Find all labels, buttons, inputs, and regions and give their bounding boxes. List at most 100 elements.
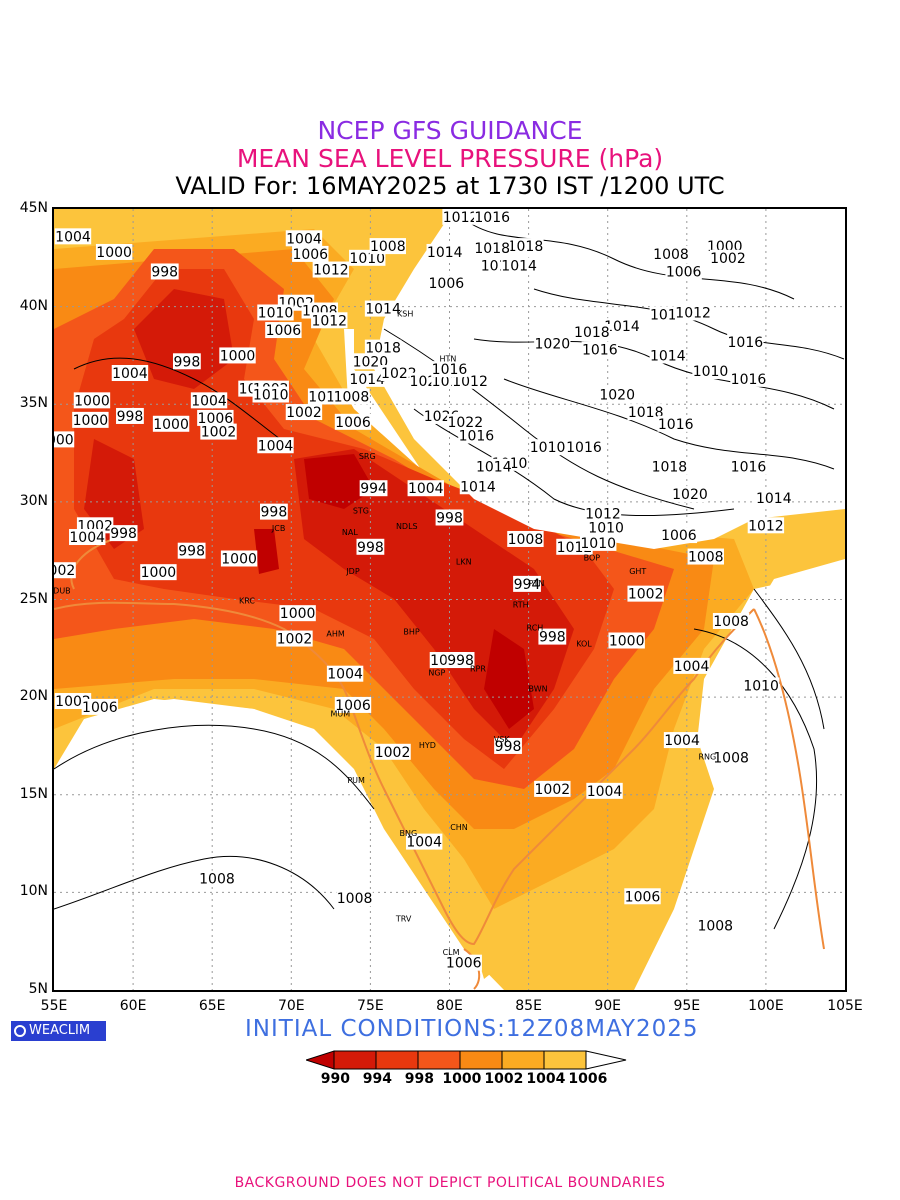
contour-label: 1018 [507,238,544,255]
contour-label-text: 1016 [658,417,694,433]
city-label: AHM [326,630,344,639]
contour-label-text: 1004 [406,835,442,851]
contour-label: 1006 [624,888,661,905]
contour-label-text: 1006 [429,276,465,292]
contour-label-bg [352,353,389,370]
contour-label: 998 [494,737,522,755]
contour-label: 1014 [364,300,402,318]
contour-label: 1020 [598,386,636,403]
contour-label-bg [494,737,522,754]
city-label: KSH [397,309,413,318]
contour-label-bg [333,388,370,405]
lon-tick-label: 80E [436,998,463,1014]
contour-label-text: 998 [261,505,288,521]
contour-label: 1012 [747,517,785,534]
contour-label-text: 1020 [535,337,571,353]
contour-label: 1016 [431,361,468,378]
city-label: LKN [456,557,472,566]
contour-label-text: 998 [178,544,205,560]
city-label: RTH [513,600,529,609]
contour-label: 1010 [529,439,566,456]
contour-label-bg [435,509,464,526]
contour-label: 1012 [674,304,712,321]
contour-label: 1008 [697,917,734,935]
contour-label-text: 1012 [311,313,347,329]
contour-label-bg [285,230,323,247]
contour-label-text: 1012 [748,518,784,534]
lat-tick-label: 25N [19,590,48,607]
chart-title-line2: MEAN SEA LEVEL PRESSURE (hPa) [236,144,664,173]
contour-label-text: 1004 [408,481,444,497]
contour-label-bg [407,480,444,497]
contour-label: 1008 [198,870,236,888]
contour-label-text: 1002 [535,782,571,798]
footer-disclaimer: BACKGROUND DOES NOT DEPICT POLITICAL BOU… [234,1175,666,1191]
contour-label-text: 1008 [337,891,373,907]
contour-label-bg [364,300,402,317]
contour-label-bg [730,370,767,387]
city-label: KRC [239,596,255,605]
contour-label: 1014 [349,370,386,388]
lat-tick-label: 40N [19,297,48,314]
contour-label: 1004 [663,732,701,749]
contour-label-bg [534,780,571,797]
city-label: DUB [54,587,71,596]
contour-label-text: 1010 [743,678,779,694]
contour-label: 1016 [474,209,511,226]
contour-label-bg [513,575,541,592]
pressure-map: 1012 1016 1004 1000 1004 1006 1010 1008 1014 1018… [52,207,847,992]
contour-label-bg [359,480,388,497]
contour-label-bg [447,413,484,430]
contour-label: 1000 [72,411,109,429]
contour-label-text: 1000 [609,634,645,650]
contour-label: 1014 [426,243,463,261]
contour-label: 1000 [219,347,256,364]
contour-label-bg [326,665,364,682]
contour-label-text: 1018 [574,325,610,341]
contour-label-bg [356,538,385,555]
contour-label: 1004 [407,480,444,497]
contour-label-bg [573,324,611,341]
contour-label-bg [152,415,190,432]
contour-label-bg [334,413,372,430]
contour-label: 998 [172,353,201,370]
contour-label-text: 998 [110,526,137,542]
contour-label-text: 1018 [628,405,664,421]
contour-label-text: 1016 [566,440,602,456]
contour-label-bg [111,365,149,382]
contour-label: 1016 [581,341,618,359]
contour-label-text: 1008 [688,550,724,566]
contour-label-text: 1020 [672,487,708,503]
contour-label: 998 [177,542,206,560]
contour-label-text: 1018 [508,239,544,255]
contour-label-bg [529,439,566,456]
contour-label: 1008 [507,530,544,548]
contour-label: 1006 [428,275,465,292]
contour-label: 1016 [727,333,764,351]
contour-label: 998 [356,538,385,556]
legend-low-arrow [306,1050,335,1070]
contour-label-text: 1018 [652,460,688,476]
contour-label-bg [364,339,402,356]
isobar-lines [54,218,845,930]
contour-label-text: 1006 [446,956,482,972]
contour-label-text: 1004 [674,659,710,675]
contour-label: 1016 [657,415,694,433]
contour-label: 1004 [257,437,294,454]
contour-label-text: 1004 [191,393,227,409]
contour-label: 1008 [336,890,373,907]
contour-label-bg [279,605,316,622]
contour-label-text: 1012 [452,374,488,390]
contour-label: 1004 [586,782,623,800]
contour-label: 1014 [603,318,641,335]
contour-label-text: 1008 [713,614,749,630]
contour-label: 1006 [334,696,372,714]
city-label: JCB [271,524,285,533]
contour-label: 1004 [285,230,323,247]
contour-label: 1014 [755,489,793,507]
contour-label-bg [150,263,179,280]
contour-label: 1008 [712,612,750,630]
contour-label: 1004 [673,657,710,675]
contour-label-bg [54,431,75,448]
legend-swatch [417,1050,461,1070]
